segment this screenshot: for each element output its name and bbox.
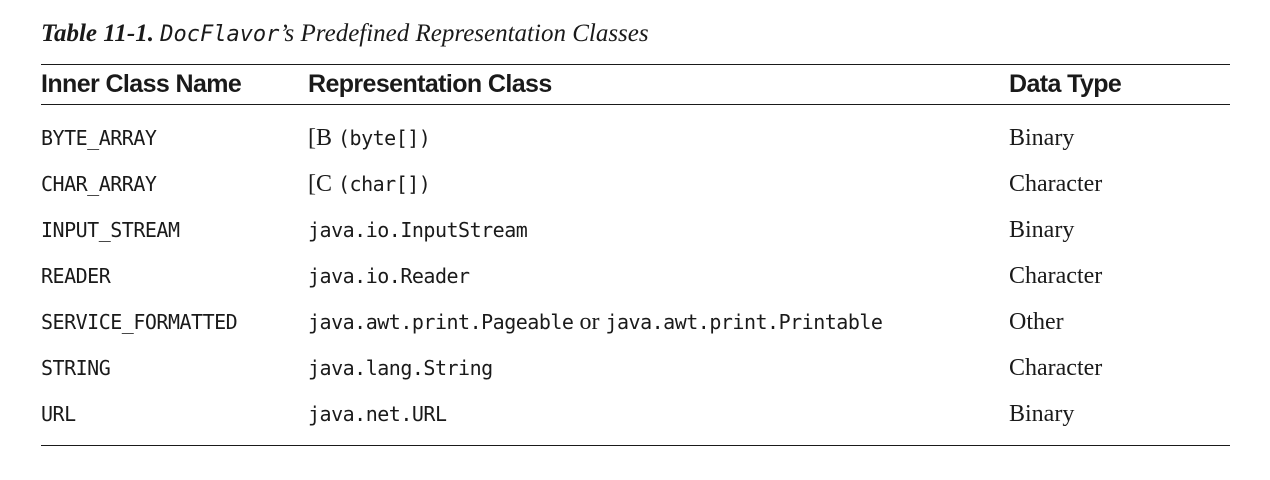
caption-title: ’s Predefined Representation Classes: [279, 20, 649, 47]
inner-class-name: BYTE_ARRAY: [41, 126, 157, 150]
representation-class: java.net.URL: [308, 402, 447, 426]
inner-class-name: URL: [41, 402, 76, 426]
header-representation-class: Representation Class: [308, 70, 552, 98]
table-row: SERVICE_FORMATTED java.awt.print.Pageabl…: [41, 299, 1230, 345]
table-row: READER java.io.Reader Character: [41, 253, 1230, 299]
inner-class-name: CHAR_ARRAY: [41, 172, 157, 196]
data-type: Binary: [1009, 216, 1075, 243]
representation-joiner: or: [579, 308, 600, 335]
table-top-rule: [41, 64, 1230, 65]
data-type: Character: [1009, 170, 1103, 197]
representation-class: java.io.Reader: [308, 264, 470, 288]
representation-class: java.awt.print.Pageable or java.awt.prin…: [308, 299, 883, 345]
data-type: Binary: [1009, 124, 1075, 151]
header-rule: [41, 104, 1230, 105]
representation-code: (char[]): [338, 172, 431, 196]
header-inner-class-name: Inner Class Name: [41, 70, 242, 98]
table-row: CHAR_ARRAY [C (char[]) Character: [41, 161, 1230, 207]
representation-class: [B (byte[]): [308, 115, 431, 161]
representation-prefix: [C: [308, 170, 332, 197]
inner-class-name: READER: [41, 264, 111, 288]
data-type: Character: [1009, 354, 1103, 381]
data-type: Binary: [1009, 400, 1075, 427]
header-data-type: Data Type: [1009, 70, 1122, 98]
inner-class-name: SERVICE_FORMATTED: [41, 310, 238, 334]
representation-prefix: [B: [308, 124, 332, 151]
representation-class: [C (char[]): [308, 161, 431, 207]
representation-code: (byte[]): [338, 126, 431, 150]
table-row: INPUT_STREAM java.io.InputStream Binary: [41, 207, 1230, 253]
table-row: URL java.net.URL Binary: [41, 391, 1230, 437]
data-type: Other: [1009, 308, 1064, 335]
table-row: BYTE_ARRAY [B (byte[]) Binary: [41, 115, 1230, 161]
table-caption: Table 11-1. DocFlavor’s Predefined Repre…: [41, 17, 649, 51]
data-type: Character: [1009, 262, 1103, 289]
representation-class: java.io.InputStream: [308, 218, 528, 242]
inner-class-name: INPUT_STREAM: [41, 218, 180, 242]
representation-code: java.awt.print.Pageable: [308, 310, 574, 334]
table-bottom-rule: [41, 445, 1230, 446]
inner-class-name: STRING: [41, 356, 111, 380]
table-row: STRING java.lang.String Character: [41, 345, 1230, 391]
caption-number: Table 11-1.: [41, 20, 154, 47]
representation-code-alt: java.awt.print.Printable: [605, 310, 883, 334]
representation-class: java.lang.String: [308, 356, 493, 380]
table-body: BYTE_ARRAY [B (byte[]) Binary CHAR_ARRAY…: [41, 105, 1230, 445]
caption-code: DocFlavor: [160, 22, 280, 47]
representation-classes-table: Inner Class Name Representation Class Da…: [41, 64, 1230, 446]
table-header-row: Inner Class Name Representation Class Da…: [41, 65, 1230, 104]
